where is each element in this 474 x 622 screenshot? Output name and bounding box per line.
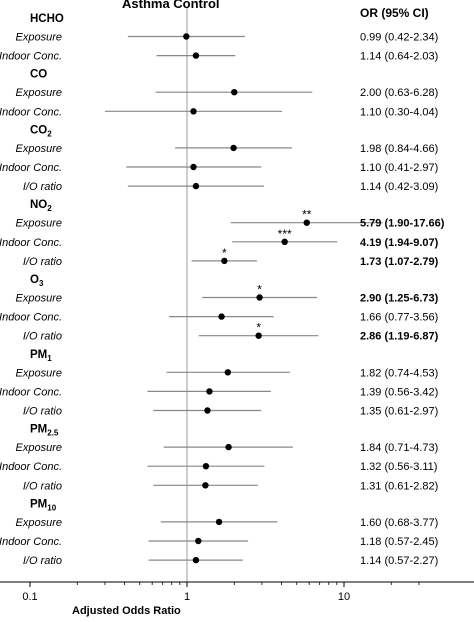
group-header: CO: [30, 69, 47, 81]
or-point: [255, 332, 262, 339]
row-label: I/O ratio: [23, 555, 62, 567]
or-ci-value: 5.79 (1.90-17.66): [360, 218, 445, 230]
or-point: [192, 556, 200, 564]
or-point: [256, 294, 263, 301]
row-label: Exposure: [16, 293, 62, 305]
row-label: Exposure: [16, 143, 62, 155]
or-ci-value: 1.35 (0.61-2.97): [360, 406, 438, 418]
or-point: [303, 219, 310, 226]
significance-marker: *: [222, 246, 227, 260]
or-ci-value: 1.39 (0.56-3.42): [360, 386, 438, 398]
row-label: I/O ratio: [23, 256, 62, 268]
row-label: Indoor Conc.: [0, 536, 62, 548]
or-ci-value: 1.31 (0.61-2.82): [360, 480, 438, 492]
row-label: Indoor Conc.: [0, 312, 62, 324]
row-label: Exposure: [16, 87, 62, 99]
or-point: [190, 163, 197, 171]
or-ci-value: 1.32 (0.56-3.11): [360, 461, 437, 473]
or-point: [231, 89, 238, 96]
significance-marker: **: [302, 208, 312, 222]
or-ci-value: 1.14 (0.42-3.09): [360, 181, 438, 193]
or-point: [218, 313, 225, 320]
group-header: PM2.5: [30, 424, 59, 438]
or-ci-value: 1.14 (0.64-2.03): [360, 51, 438, 63]
significance-marker: *: [256, 321, 261, 335]
row-label: I/O ratio: [23, 331, 62, 343]
or-ci-value: 2.90 (1.25-6.73): [360, 293, 439, 305]
row-label: Exposure: [16, 517, 62, 529]
or-point: [192, 52, 200, 59]
x-tick-label: 0.1: [22, 591, 37, 603]
or-point: [192, 182, 200, 190]
or-ci-value: 1.18 (0.57-2.45): [360, 536, 438, 548]
or-point: [221, 257, 228, 265]
or-point: [190, 108, 197, 115]
or-ci-value: 0.99 (0.42-2.34): [360, 32, 438, 44]
or-ci-value: 2.00 (0.63-6.28): [360, 87, 438, 99]
group-header: NO2: [30, 199, 52, 213]
or-ci-value: 4.19 (1.94-9.07): [360, 237, 439, 249]
group-header: O3: [30, 274, 44, 288]
significance-marker: *: [257, 283, 262, 297]
x-tick-label: 10: [338, 591, 350, 603]
row-label: Indoor Conc.: [0, 386, 62, 398]
row-label: Indoor Conc.: [0, 106, 62, 118]
or-point: [195, 537, 202, 545]
or-point: [202, 463, 210, 470]
row-label: Exposure: [16, 32, 62, 44]
or-ci-value: 2.86 (1.19-6.87): [360, 331, 439, 343]
chart-title: Asthma Control: [122, 0, 220, 11]
or-ci-value: 1.82 (0.74-4.53): [360, 367, 438, 379]
row-label: Exposure: [16, 442, 62, 454]
or-ci-value: 1.10 (0.41-2.97): [360, 162, 438, 174]
row-label: I/O ratio: [23, 181, 62, 193]
or-point: [281, 238, 288, 245]
or-point: [202, 482, 209, 489]
or-ci-value: 1.14 (0.57-2.27): [360, 555, 438, 567]
or-ci-value: 1.98 (0.84-4.66): [360, 143, 438, 155]
or-ci-column-header: OR (95% CI): [360, 6, 429, 20]
or-point: [183, 33, 190, 40]
x-tick-label: 1: [184, 591, 190, 603]
group-header: PM10: [30, 498, 57, 512]
row-label: Indoor Conc.: [0, 237, 62, 249]
or-ci-value: 1.60 (0.68-3.77): [360, 517, 438, 529]
row-label: Indoor Conc.: [0, 51, 62, 63]
group-header: CO2: [30, 124, 52, 138]
row-label: Exposure: [16, 367, 62, 379]
or-ci-value: 1.84 (0.71-4.73): [360, 442, 438, 454]
or-point: [206, 388, 213, 395]
or-point: [204, 407, 211, 414]
row-label: I/O ratio: [23, 480, 62, 492]
row-label: I/O ratio: [23, 406, 62, 418]
or-ci-value: 1.73 (1.07-2.79): [360, 256, 439, 268]
row-label: Exposure: [16, 218, 62, 230]
x-axis-title: Adjusted Odds Ratio: [72, 605, 181, 617]
row-label: Indoor Conc.: [0, 461, 62, 473]
or-point: [225, 443, 232, 451]
group-header: PM1: [30, 349, 52, 363]
group-header: HCHO: [30, 13, 64, 25]
or-ci-value: 1.10 (0.30-4.04): [360, 106, 438, 118]
or-point: [224, 369, 232, 376]
row-label: Indoor Conc.: [0, 162, 62, 174]
significance-marker: ***: [278, 227, 292, 241]
or-point: [215, 518, 223, 526]
or-point: [230, 144, 237, 152]
or-ci-value: 1.66 (0.77-3.56): [360, 312, 438, 324]
